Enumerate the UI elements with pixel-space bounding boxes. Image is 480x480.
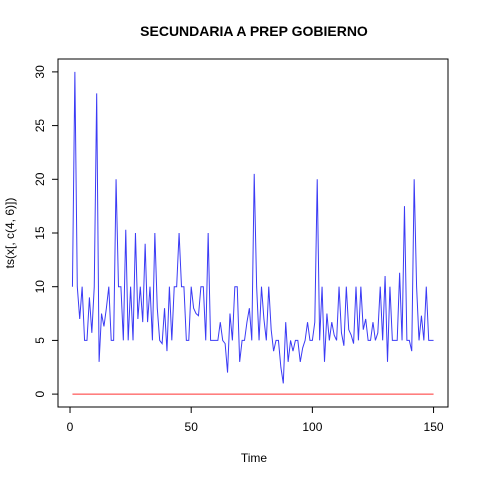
y-tick-label: 10 <box>33 280 47 294</box>
chart-title: SECUNDARIA A PREP GOBIERNO <box>140 23 368 39</box>
x-tick-label: 150 <box>424 420 444 434</box>
y-tick-label: 20 <box>33 172 47 186</box>
x-tick-label: 0 <box>67 420 74 434</box>
y-tick-label: 0 <box>33 390 47 397</box>
y-tick-label: 30 <box>33 65 47 79</box>
x-axis-label: Time <box>241 451 268 465</box>
x-tick-label: 100 <box>302 420 322 434</box>
y-tick-label: 25 <box>33 119 47 133</box>
y-tick-label: 15 <box>33 226 47 240</box>
y-tick-label: 5 <box>33 337 47 344</box>
y-axis-label: ts(x[, c(4, 6)]) <box>3 198 17 269</box>
x-tick-label: 50 <box>185 420 199 434</box>
series-line <box>71 71 434 384</box>
